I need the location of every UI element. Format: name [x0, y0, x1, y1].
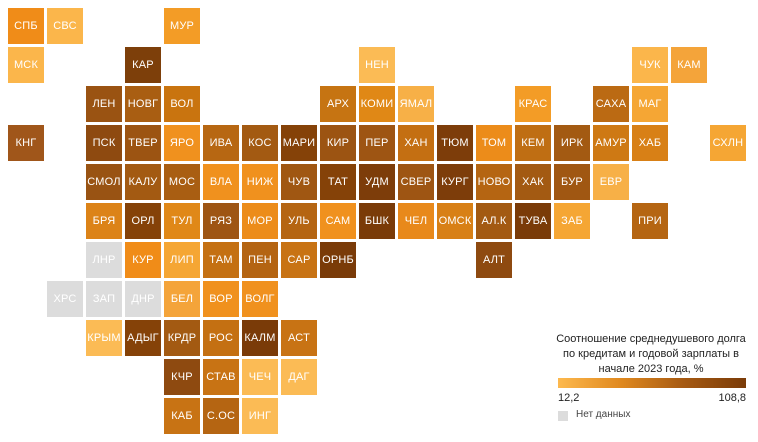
- region-tile: ЛИП: [164, 242, 200, 278]
- region-tile: САМ: [320, 203, 356, 239]
- region-tile: НИЖ: [242, 164, 278, 200]
- region-tile: БУР: [554, 164, 590, 200]
- region-tile: ОРЛ: [125, 203, 161, 239]
- region-tile: ЧУВ: [281, 164, 317, 200]
- region-tile: КАЛМ: [242, 320, 278, 356]
- region-tile: ЕВР: [593, 164, 629, 200]
- region-tile: ТВЕР: [125, 125, 161, 161]
- region-tile: СВС: [47, 8, 83, 44]
- region-tile: ХАК: [515, 164, 551, 200]
- region-tile: РОС: [203, 320, 239, 356]
- region-tile: МОС: [164, 164, 200, 200]
- region-tile: СВЕР: [398, 164, 434, 200]
- region-tile: АСТ: [281, 320, 317, 356]
- region-tile: АДЫГ: [125, 320, 161, 356]
- region-tile: КРАС: [515, 86, 551, 122]
- region-tile: РЯЗ: [203, 203, 239, 239]
- region-tile: САР: [281, 242, 317, 278]
- region-tile: ЯМАЛ: [398, 86, 434, 122]
- region-tile: ХРС: [47, 281, 83, 317]
- legend-color-scale: [558, 378, 746, 388]
- region-tile: МАГ: [632, 86, 668, 122]
- region-tile: ХАБ: [632, 125, 668, 161]
- region-tile: МОР: [242, 203, 278, 239]
- region-tile: БЕЛ: [164, 281, 200, 317]
- region-tile: ДАГ: [281, 359, 317, 395]
- region-tile: БШК: [359, 203, 395, 239]
- region-tile: ВОР: [203, 281, 239, 317]
- region-tile: С.ОС: [203, 398, 239, 434]
- region-tile: ТАМ: [203, 242, 239, 278]
- region-tile: КАМ: [671, 47, 707, 83]
- region-tile: КИР: [320, 125, 356, 161]
- region-tile: ЛЕН: [86, 86, 122, 122]
- region-tile: АЛТ: [476, 242, 512, 278]
- region-tile: АЛ.К: [476, 203, 512, 239]
- region-tile: ОМСК: [437, 203, 473, 239]
- region-tile: ЯРО: [164, 125, 200, 161]
- region-tile: ЧЕЧ: [242, 359, 278, 395]
- region-tile: ЗАП: [86, 281, 122, 317]
- region-tile: КРДР: [164, 320, 200, 356]
- region-tile: ПЕР: [359, 125, 395, 161]
- region-tile: ТУЛ: [164, 203, 200, 239]
- region-tile: ПЕН: [242, 242, 278, 278]
- region-tile: КУР: [125, 242, 161, 278]
- region-tile: КАБ: [164, 398, 200, 434]
- region-tile: ВОЛ: [164, 86, 200, 122]
- region-tile: КЕМ: [515, 125, 551, 161]
- region-tile: БРЯ: [86, 203, 122, 239]
- region-tile: ДНР: [125, 281, 161, 317]
- region-tile: ХАН: [398, 125, 434, 161]
- region-tile: КОМИ: [359, 86, 395, 122]
- region-tile: НЕН: [359, 47, 395, 83]
- region-tile: УДМ: [359, 164, 395, 200]
- region-tile: НОВО: [476, 164, 512, 200]
- region-tile: СМОЛ: [86, 164, 122, 200]
- region-tile: СТАВ: [203, 359, 239, 395]
- region-tile: ТАТ: [320, 164, 356, 200]
- region-tile: КЧР: [164, 359, 200, 395]
- region-tile: УЛЬ: [281, 203, 317, 239]
- region-tile: АМУР: [593, 125, 629, 161]
- region-tile: ТЮМ: [437, 125, 473, 161]
- region-tile: САХА: [593, 86, 629, 122]
- region-tile: МУР: [164, 8, 200, 44]
- region-tile: НОВГ: [125, 86, 161, 122]
- region-tile: ИРК: [554, 125, 590, 161]
- region-tile: ЗАБ: [554, 203, 590, 239]
- region-tile: МСК: [8, 47, 44, 83]
- region-tile: МАРИ: [281, 125, 317, 161]
- region-tile: ИВА: [203, 125, 239, 161]
- region-tile: ТУВА: [515, 203, 551, 239]
- legend-nodata-label: Нет данных: [576, 409, 631, 420]
- region-tile: ЛНР: [86, 242, 122, 278]
- legend-nodata-swatch: [558, 411, 568, 421]
- region-tile: СПБ: [8, 8, 44, 44]
- region-tile: КРЫМ: [86, 320, 122, 356]
- region-tile: ОРНБ: [320, 242, 356, 278]
- region-tile: ТОМ: [476, 125, 512, 161]
- legend-title: Соотношение среднедушевого долга по кред…: [556, 333, 746, 375]
- region-tile: ИНГ: [242, 398, 278, 434]
- region-tile: КНГ: [8, 125, 44, 161]
- region-tile: КУРГ: [437, 164, 473, 200]
- region-tile: ПРИ: [632, 203, 668, 239]
- region-tile: ВОЛГ: [242, 281, 278, 317]
- region-tile: ВЛА: [203, 164, 239, 200]
- region-tile: ПСК: [86, 125, 122, 161]
- legend-min-value: 12,2: [558, 392, 580, 404]
- region-tile: КОС: [242, 125, 278, 161]
- region-tile: АРХ: [320, 86, 356, 122]
- region-tile: КАЛУ: [125, 164, 161, 200]
- legend-max-value: 108,8: [718, 392, 746, 404]
- region-tile: КАР: [125, 47, 161, 83]
- region-tile: СХЛН: [710, 125, 746, 161]
- region-tile: ЧУК: [632, 47, 668, 83]
- region-tile: ЧЕЛ: [398, 203, 434, 239]
